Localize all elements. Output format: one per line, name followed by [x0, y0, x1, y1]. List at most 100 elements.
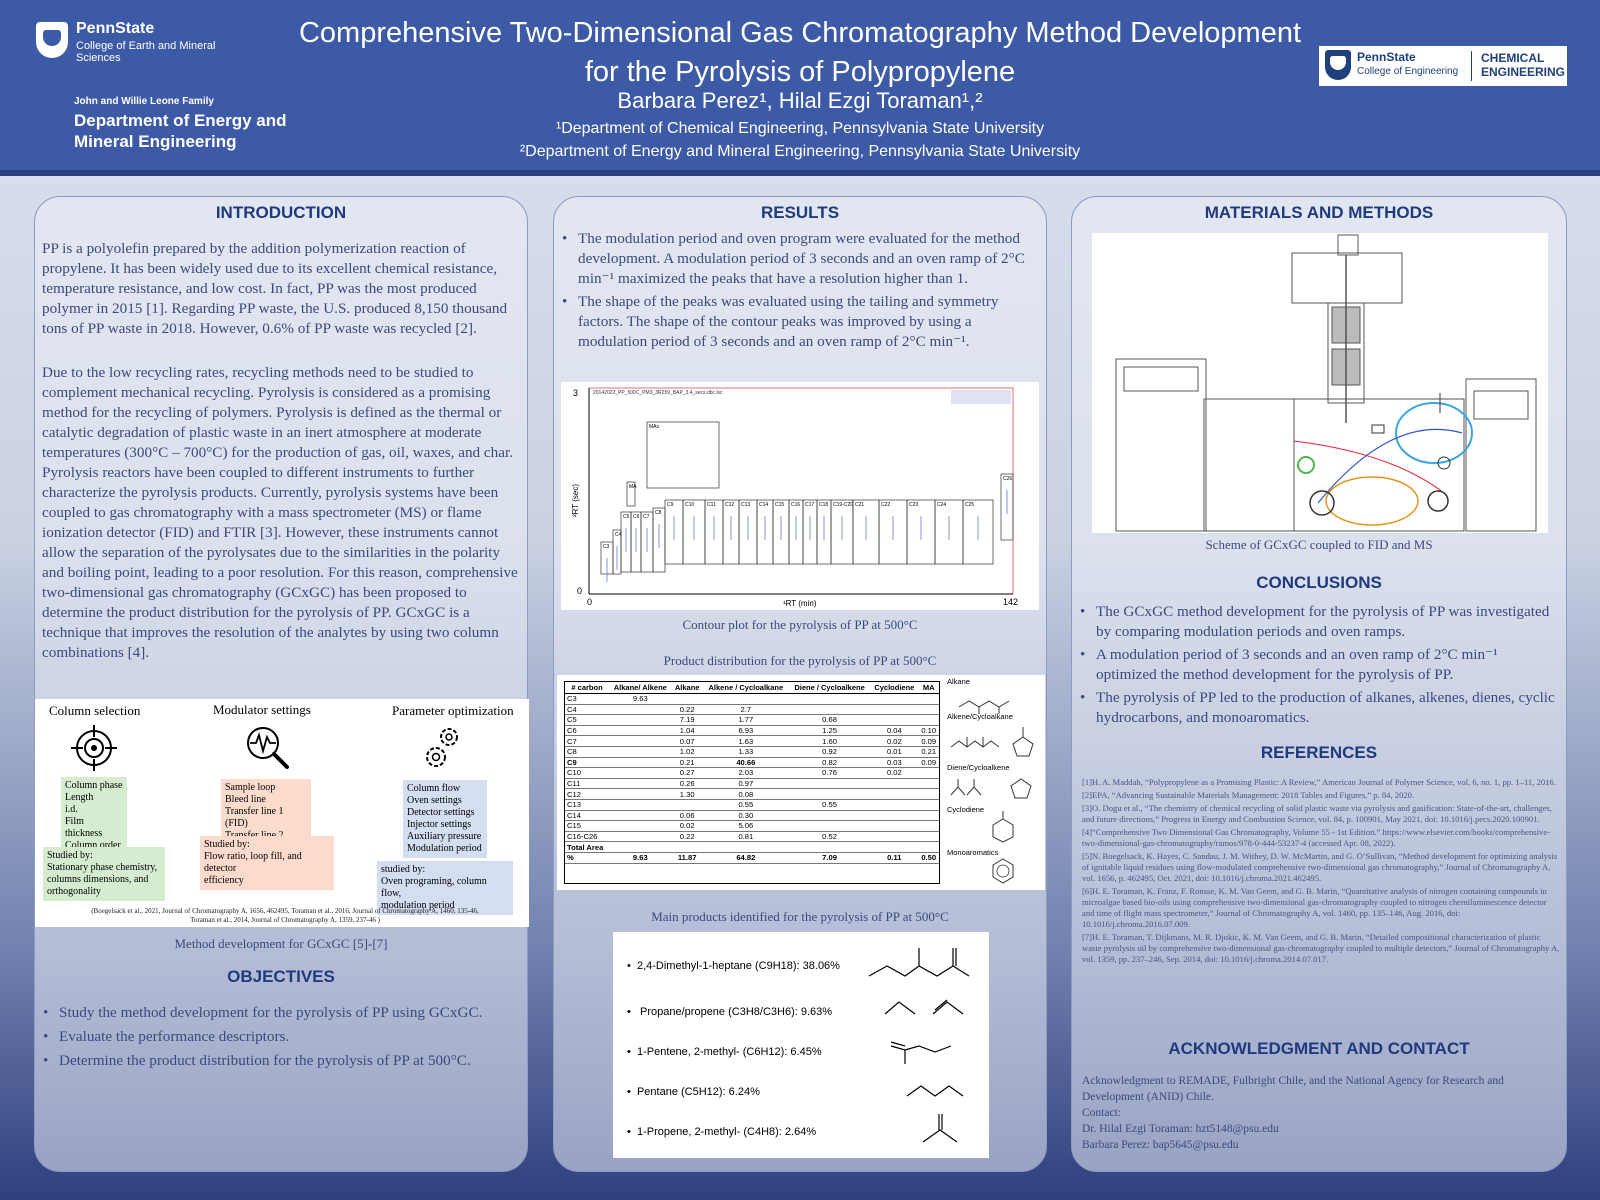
col3-study: studied by: Oven programing, column flow…: [377, 861, 513, 915]
citation-line-1: (Boegelsack et al., 2021, Journal of Chr…: [91, 907, 479, 915]
target-icon: [71, 725, 117, 771]
table-row: C3 9.63: [565, 693, 939, 705]
table-cell: 0.02: [671, 820, 703, 832]
contour-group-label: C3: [603, 544, 610, 550]
table-cell: [788, 704, 871, 716]
table-header: Alkene / Cycloalkane: [702, 682, 789, 694]
table-cell: 0.55: [702, 799, 789, 811]
table-cell: [609, 746, 672, 758]
table-cell: [788, 820, 871, 832]
affiliation-1: ¹Department of Chemical Engineering, Pen…: [555, 120, 1045, 137]
col1-study-line: Studied by:: [47, 850, 93, 861]
contour-group-label: C16: [791, 502, 800, 508]
table-cell: [870, 693, 919, 705]
contour-group-label: C25: [965, 502, 974, 508]
table-cell: 11.87: [671, 852, 703, 864]
table-cell: 0.97: [702, 778, 789, 790]
table-cell: 1.77: [702, 714, 789, 726]
contour-group-label: C23: [909, 502, 918, 508]
table-cell: [918, 767, 939, 779]
main-product-item: • 2,4-Dimethyl-1-heptane (C9H18): 38.06%: [627, 960, 840, 972]
table-cell: [918, 778, 939, 790]
contour-group-label: C5: [623, 514, 630, 520]
authors: Barbara Perez¹, Hilal Ezgi Toraman¹,²: [617, 88, 983, 113]
references-title: REFERENCES: [1260, 743, 1378, 762]
dept-small: John and Willie Leone Family: [74, 96, 214, 107]
table-row: C13 0.55 0.55: [565, 799, 939, 811]
table-cell: [702, 693, 789, 705]
table-cell: %: [565, 852, 610, 864]
table-cell: [918, 820, 939, 832]
table-cell: 9.63: [609, 693, 672, 705]
col3-study-line: studied by:: [381, 864, 426, 875]
table-cell: 0.03: [870, 757, 919, 769]
objective-item: Study the method development for the pyr…: [41, 1001, 521, 1025]
table-cell: 5.06: [702, 820, 789, 832]
table-cell: 1.33: [702, 746, 789, 758]
table-cell: 0.55: [788, 799, 871, 811]
reference-item: [2]EPA, “Advancing Sustainable Materials…: [1082, 790, 1415, 800]
contour-caption: Contour plot for the pyrolysis of PP at …: [682, 617, 918, 632]
col1-study-line: Stationary phase chemistry,: [47, 862, 158, 873]
table-cell: 2.03: [702, 767, 789, 779]
title-line-2: for the Pyrolysis of Polypropylene: [584, 56, 1016, 88]
col1-box-line: i.d.: [65, 804, 78, 815]
table-cell: 0.02: [870, 767, 919, 779]
table-cell: 9.63: [609, 852, 672, 864]
methods-title: MATERIALS AND METHODS: [1204, 203, 1434, 222]
dimethylheptene-structure-icon: [868, 948, 970, 977]
results-list: The modulation period and oven program w…: [560, 229, 1036, 352]
citation-line-2: Toraman et al., 2014, Journal of Chromat…: [190, 916, 380, 924]
contour-x-max: 142: [1003, 597, 1018, 607]
contour-group-label: C9: [667, 502, 674, 508]
table-cell: 0.92: [788, 746, 871, 758]
col3-box: Column flow Oven settings Detector setti…: [403, 780, 487, 858]
product-distribution-table: # carbon Alkane/ Alkene Alkane Alkene / …: [565, 682, 939, 864]
gcxgc-scheme-svg: [1115, 234, 1537, 532]
col3-head: Parameter optimization: [392, 703, 514, 718]
table-cell: 1.04: [671, 725, 703, 737]
contour-file-label: 20142022_PP_500C_PM3_3R259_BAP_3.4_secs.…: [593, 390, 723, 396]
ack-text: Acknowledgment to REMADE, Fulbright Chil…: [1082, 1075, 1504, 1103]
class-label-cyclodiene: Cyclodiene: [947, 805, 985, 814]
table-header-row: # carbon Alkane/ Alkene Alkane Alkene / …: [565, 682, 939, 694]
table-row: Total Area: [565, 841, 939, 853]
poster-title: Comprehensive Two-Dimensional Gas Chroma…: [220, 14, 1380, 92]
table-header: # carbon: [565, 682, 610, 694]
table-cell: [918, 788, 939, 800]
table-cell: [918, 693, 939, 705]
table-row: C7 0.07 1.63 1.60 0.02 0.09: [565, 735, 939, 747]
table-cell: [609, 778, 672, 790]
alkane-structure-icon: [958, 700, 1010, 714]
ack-section: Acknowledgment to REMADE, Fulbright Chil…: [1082, 1073, 1560, 1153]
table-border: [564, 681, 940, 884]
intro-paragraph-1: PP is a polyolefin prepared by the addit…: [42, 240, 508, 337]
table-cell: C12: [565, 788, 610, 800]
table-cell: C11: [565, 778, 610, 790]
contour-group-box: [626, 481, 636, 507]
contour-group-label: C11: [707, 502, 716, 508]
table-cell: 0.52: [788, 831, 871, 843]
title-line-1: Comprehensive Two-Dimensional Gas Chroma…: [298, 17, 1302, 49]
table-cell: 7.09: [788, 852, 871, 864]
col1-box-line: Column phase: [65, 780, 123, 791]
table-cell: 0.09: [918, 735, 939, 747]
contact-email-1: Dr. Hilal Ezgi Toraman: hzt5148@psu.edu: [1082, 1123, 1279, 1135]
table-row: C4 0.22 2.7: [565, 704, 939, 716]
col2-box-line: Bleed line: [225, 794, 266, 805]
table-cell: 0.26: [671, 778, 703, 790]
main-product-item: • Pentane (C5H12): 6.24%: [627, 1086, 760, 1098]
conclusions-title: CONCLUSIONS: [1256, 573, 1382, 592]
table-cell: 0.68: [788, 714, 871, 726]
table-cell: [918, 714, 939, 726]
table-cell: 0.21: [671, 757, 703, 769]
table-cell: 2.7: [702, 704, 789, 716]
table-row: C15 0.02 5.06: [565, 820, 939, 832]
col3-study-line: Oven programing, column flow,: [381, 876, 487, 899]
method-figure-caption: Method development for GCxGC [5]-[7]: [174, 936, 388, 951]
table-caption: Product distribution for the pyrolysis o…: [663, 653, 937, 668]
contour-group-label: C22: [881, 502, 890, 508]
logo-right-name: PennState: [1357, 50, 1416, 64]
main-product-label: Pentane (C5H12): 6.24%: [636, 1086, 760, 1098]
figure-citation: (Boegelsack et al., 2021, Journal of Chr…: [75, 907, 495, 925]
